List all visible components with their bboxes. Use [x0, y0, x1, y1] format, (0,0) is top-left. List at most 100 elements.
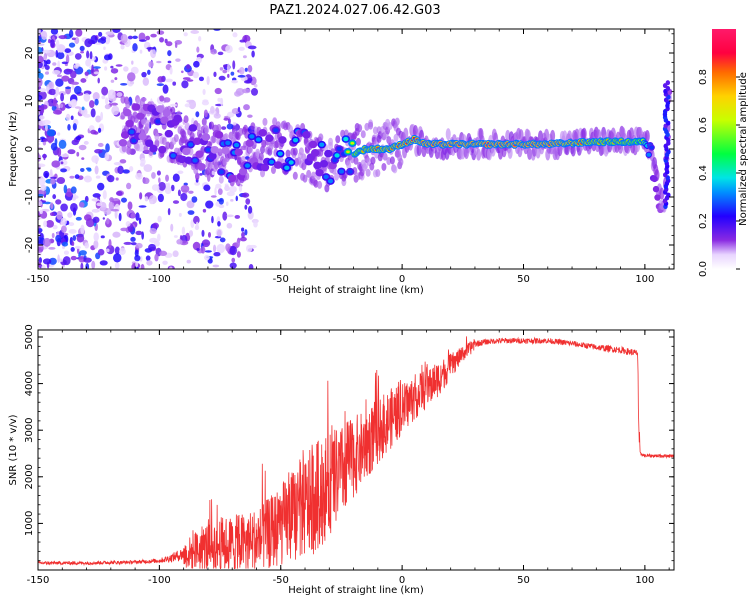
spectrogram-noise-blob	[162, 84, 169, 94]
x-tick-label: 50	[517, 274, 530, 285]
spectrogram-halo	[372, 126, 378, 135]
spectrogram-noise-blob	[230, 199, 234, 202]
spectrogram-noise-blob	[143, 164, 153, 172]
spectrogram-ridge-outer	[313, 161, 322, 170]
spectrogram-noise-blob	[38, 55, 44, 63]
spectrogram-halo	[260, 169, 266, 178]
spectrogram-noise-blob	[56, 210, 63, 220]
spectrogram-noise-blob	[222, 69, 228, 74]
spectrogram-noise-blob	[167, 50, 172, 57]
spectrogram-halo	[298, 147, 304, 156]
spectrogram-noise-blob	[74, 174, 80, 179]
spectrogram-noise-blob	[142, 177, 150, 185]
spectrogram-noise-blob	[104, 104, 111, 110]
spectrogram-ridge-outer	[210, 146, 219, 154]
spectrogram-noise-blob	[50, 39, 55, 48]
spectrogram-noise-blob	[198, 36, 202, 42]
spectrogram-noise-blob	[106, 217, 110, 225]
spectrogram-noise-blob	[115, 191, 123, 196]
spectrogram-halo	[216, 124, 222, 133]
spectrogram-ridge-outer	[214, 131, 224, 139]
spectrogram-noise-blob	[178, 212, 182, 217]
spectrogram-noise-blob	[241, 227, 245, 232]
spectrogram-noise-blob	[188, 190, 194, 194]
spectrogram-noise-blob	[244, 204, 248, 210]
spectrogram-noise-blob	[97, 248, 105, 256]
spectrogram-edge-streak	[665, 86, 671, 92]
spectrogram-noise-blob	[39, 87, 47, 93]
spectrogram-noise-blob	[110, 68, 119, 74]
spectrogram-noise-blob	[201, 229, 205, 237]
spectrogram-noise-blob	[58, 35, 68, 40]
spectrogram-noise-blob	[157, 193, 164, 203]
spectrogram-ridge-mid	[284, 165, 290, 171]
spectrogram-ridge-mid	[218, 169, 224, 175]
spectrogram-noise-blob	[107, 175, 115, 183]
spectrogram-noise-blob	[130, 242, 137, 246]
spectrogram-noise-blob	[101, 95, 106, 100]
spectrogram-noise-blob	[94, 98, 99, 106]
colorbar-ticks: 0.0 0.2 0.4 0.6 0.8	[698, 69, 740, 277]
spectrogram-halo	[126, 146, 132, 155]
spectrogram-halo	[346, 161, 352, 170]
spectrogram-noise-blob	[98, 31, 103, 37]
spectrogram-halo	[328, 137, 334, 146]
spectrogram-noise-blob	[61, 75, 70, 82]
spectrogram-noise-blob	[181, 80, 189, 89]
spectrogram-noise-blob	[65, 86, 72, 90]
spectrogram-ridge-mid	[338, 169, 345, 174]
spectrogram-noise-blob	[38, 115, 45, 120]
spectrogram-noise-blob	[110, 102, 119, 106]
spectrogram-noise-blob	[127, 201, 133, 211]
spectrogram-noise-blob	[148, 243, 156, 251]
spectrogram-halo	[292, 171, 298, 180]
spectrogram-noise-blob	[225, 45, 233, 54]
spectrogram-noise-blob	[196, 248, 200, 252]
spectrogram-ridge-mid	[188, 142, 194, 147]
snr-panel: -150 -100 -50 0 50 100 1000 2000 3000 4000 5000 H…	[8, 324, 675, 596]
spectrogram-noise-blob	[38, 110, 41, 116]
spectrogram-noise-blob	[201, 239, 211, 248]
spectrogram-noise-blob	[51, 69, 61, 75]
spectrogram-noise-blob	[232, 32, 238, 38]
spectrogram-halo	[317, 180, 323, 189]
spectrogram-halo	[154, 132, 160, 141]
spectrogram-ridge-outer	[155, 105, 165, 113]
spectrogram-ridge-outer	[221, 146, 230, 155]
spectrogram-ridge-outer	[177, 155, 187, 164]
spectrogram-noise-blob	[90, 108, 96, 118]
spectrogram-noise-blob	[64, 48, 72, 53]
spectrogram-noise-blob	[162, 260, 168, 265]
spectrogram-noise-blob	[122, 169, 130, 174]
spectrogram-noise-blob	[71, 37, 76, 41]
spectrogram-noise-blob	[76, 233, 85, 243]
y-tick-label: 20	[24, 47, 35, 60]
spectrogram-noise-blob	[157, 233, 161, 242]
spectrogram-noise-blob	[123, 241, 133, 245]
spectrogram-noise-blob	[212, 244, 217, 253]
spectrogram-noise-blob	[169, 103, 178, 107]
spectrogram-noise-blob	[84, 214, 92, 222]
spectrogram-noise-blob	[101, 86, 109, 96]
spectrogram-noise-blob	[75, 135, 82, 141]
spectrogram-ridge-outer	[234, 148, 243, 156]
spectrogram-ridge-outer	[315, 168, 324, 177]
spectrogram-ridge-mid	[205, 147, 211, 152]
spectrogram-noise-blob	[186, 259, 191, 264]
spectrogram-noise-blob	[181, 226, 186, 236]
spectrogram-noise-blob	[192, 71, 199, 79]
spectrogram-halo	[334, 172, 340, 181]
spectrogram-noise-blob	[237, 74, 246, 78]
spectrogram-noise-blob	[100, 235, 105, 239]
spectrogram-ridge-mid	[336, 146, 342, 152]
spectrogram-halo	[398, 158, 404, 167]
spectrogram-noise-blob	[68, 29, 74, 38]
spectrogram-noise-blob	[253, 220, 258, 228]
spectrogram-ridge-outer	[173, 114, 182, 123]
spectrogram-noise-blob	[235, 87, 245, 96]
spectrogram-noise-blob	[188, 230, 194, 237]
spectrogram-noise-blob	[156, 30, 165, 35]
spectrogram-noise-blob	[145, 255, 151, 261]
spectrogram-ridge-mid	[292, 137, 299, 143]
spectrogram-noise-blob	[219, 67, 224, 71]
